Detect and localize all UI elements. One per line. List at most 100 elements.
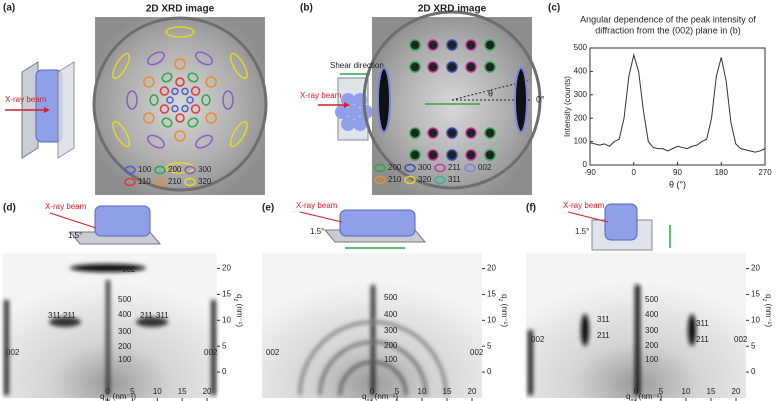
y-tick-label: 0 xyxy=(583,160,588,169)
schematics-bottom xyxy=(49,203,671,251)
diffraction-spot xyxy=(409,61,421,73)
legend-label: 320 xyxy=(418,175,432,184)
peak-label: 211 xyxy=(597,331,610,340)
legend-swatch xyxy=(154,165,166,175)
x-tick-label: -90 xyxy=(584,168,596,177)
peak-label: 311 xyxy=(48,311,61,320)
axis-label-part: xy xyxy=(104,398,110,401)
theta-label: θ xyxy=(488,88,493,98)
beam-label: X-ray beam xyxy=(563,201,605,210)
diffraction-spot xyxy=(409,127,421,139)
legend-label: 002 xyxy=(478,163,492,172)
diffraction-spot xyxy=(174,58,186,70)
y-tick-label: 10 xyxy=(751,315,760,324)
axis-label-part: z xyxy=(232,298,238,301)
y-tick-label: 0 xyxy=(222,367,227,376)
peak-label: 300 xyxy=(384,326,398,335)
diffraction-spot xyxy=(147,134,165,149)
diffraction-spot xyxy=(159,86,170,96)
y-axis-label: qz (nm⁻¹) xyxy=(232,294,243,327)
peak-label: 100 xyxy=(645,355,659,364)
beam-label: X-ray beam xyxy=(296,201,338,210)
panel-label: (f) xyxy=(526,203,536,214)
axis-label-part: q xyxy=(500,294,509,298)
x-tick-label: 270 xyxy=(758,168,772,177)
diffraction-spot xyxy=(446,127,458,139)
diffraction-spot xyxy=(186,96,194,104)
y-tick-label: 5 xyxy=(487,341,492,350)
diffraction-spot xyxy=(190,86,201,96)
x-tick-label: 180 xyxy=(715,168,729,177)
diffraction-spot xyxy=(166,96,174,104)
peak-label: 200 xyxy=(118,342,132,351)
peak-label: 500 xyxy=(645,295,659,304)
diffraction-spot xyxy=(222,90,234,110)
x-tick-label: 0 xyxy=(634,387,639,396)
y-tick-label: 5 xyxy=(222,341,227,350)
diffraction-spot xyxy=(409,39,421,51)
diffraction-spot xyxy=(181,104,189,113)
x-axis-label: qxy (nm⁻¹) xyxy=(100,392,136,401)
diffraction-spot xyxy=(465,61,477,73)
legend-swatch xyxy=(464,163,476,173)
peak-label: 211 xyxy=(63,311,76,320)
diffraction-spot xyxy=(175,77,185,87)
peak-label: 500 xyxy=(384,293,398,302)
diffraction-spot xyxy=(175,113,185,123)
legend-swatch xyxy=(404,175,416,185)
axis-label-part: (nm⁻¹) xyxy=(764,301,773,327)
diffraction-spot xyxy=(201,94,211,106)
diffraction-spot xyxy=(181,87,189,96)
x-tick-label: 20 xyxy=(732,387,741,396)
y-tick-label: 400 xyxy=(574,67,588,76)
panel-label: (d) xyxy=(3,203,16,214)
x-tick-label: 15 xyxy=(707,387,716,396)
x-axis-label: qxy (nm⁻¹) xyxy=(626,392,662,401)
diffraction-spot xyxy=(195,51,213,66)
diffraction-spot xyxy=(377,67,391,133)
theta-line xyxy=(451,79,531,101)
peak-label: 400 xyxy=(645,310,659,319)
peak-label: 200 xyxy=(645,341,659,350)
legend-swatch xyxy=(374,163,386,173)
peak-label: 002 xyxy=(470,348,484,357)
axis-label-part: q xyxy=(764,294,773,298)
diffraction-spot xyxy=(205,112,217,124)
diffraction-spot xyxy=(190,104,201,114)
diffraction-spot xyxy=(446,61,458,73)
angle-label: 1.5° xyxy=(68,231,82,240)
diffraction-spot xyxy=(484,39,496,51)
diffraction-spot xyxy=(112,120,131,148)
y-tick-label: 20 xyxy=(222,264,231,273)
diffraction-spot xyxy=(161,72,173,83)
diffraction-spot xyxy=(187,72,199,83)
legend-label: 300 xyxy=(418,163,432,172)
beamstop-ring xyxy=(92,16,268,192)
y-tick-label: 0 xyxy=(487,367,492,376)
legend-label: 300 xyxy=(198,165,212,174)
y-tick-label: 10 xyxy=(222,315,231,324)
diffraction-spot xyxy=(159,104,170,114)
schematic-a xyxy=(5,61,75,159)
peak-label: 002 xyxy=(204,348,218,357)
axis-label-part: q xyxy=(100,392,104,401)
diffraction-spot xyxy=(174,130,186,142)
diffraction-spot xyxy=(171,104,179,113)
x-tick-label: 0 xyxy=(370,387,375,396)
legend-label: 311 xyxy=(448,175,461,184)
diffraction-spot xyxy=(446,39,458,51)
diffraction-spot xyxy=(143,112,155,124)
diffraction-spot xyxy=(427,39,439,51)
diffraction-spot xyxy=(147,51,165,66)
x-tick-label: 5 xyxy=(395,387,400,396)
xrd-image-a xyxy=(95,17,265,195)
diffraction-spot xyxy=(143,76,155,88)
panel-label: (a) xyxy=(3,3,15,14)
axis-label-part: (nm⁻¹) xyxy=(372,392,398,401)
shear-label: Shear direction xyxy=(330,61,384,70)
axis-label-part: (nm⁻¹) xyxy=(500,301,509,327)
legend-label: 320 xyxy=(198,177,212,186)
peak-label: 311 xyxy=(156,311,169,320)
peak-label: 311 xyxy=(696,319,709,328)
